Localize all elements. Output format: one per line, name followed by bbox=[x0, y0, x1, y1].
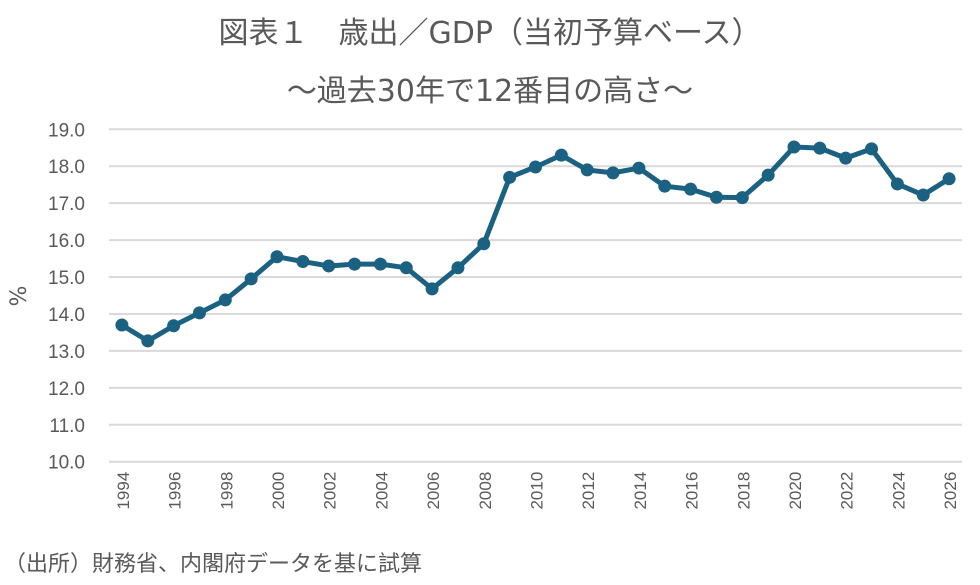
data-point bbox=[270, 250, 284, 264]
data-point bbox=[244, 272, 258, 286]
y-tick-label: 16.0 bbox=[48, 231, 85, 252]
data-point bbox=[942, 172, 956, 186]
data-point bbox=[890, 177, 904, 191]
data-point bbox=[322, 259, 336, 273]
x-tick-label: 2008 bbox=[476, 472, 495, 510]
source-note: （出所）財務省、内閣府データを基に試算 bbox=[4, 552, 423, 577]
x-tick-label: 2014 bbox=[631, 472, 650, 510]
data-point bbox=[529, 160, 542, 174]
data-point bbox=[348, 257, 362, 271]
data-point bbox=[399, 261, 413, 275]
data-point bbox=[477, 237, 491, 251]
data-point bbox=[580, 163, 594, 177]
data-point bbox=[503, 170, 517, 184]
data-point bbox=[606, 166, 620, 180]
chart-title: 図表１ 歳出／GDP（当初予算ベース） bbox=[218, 16, 762, 51]
y-tick-label: 17.0 bbox=[48, 194, 85, 215]
data-point bbox=[218, 293, 232, 307]
y-tick-label: 15.0 bbox=[48, 268, 85, 289]
data-point bbox=[192, 306, 206, 320]
y-tick-label: 10.0 bbox=[48, 453, 85, 474]
series-line bbox=[120, 144, 951, 344]
data-point bbox=[787, 140, 801, 154]
y-tick-label: 12.0 bbox=[48, 379, 85, 400]
x-tick-label: 2020 bbox=[786, 472, 805, 510]
data-point bbox=[658, 179, 672, 193]
x-tick-label: 2016 bbox=[683, 472, 702, 510]
data-point bbox=[865, 142, 879, 156]
data-point bbox=[141, 334, 155, 348]
data-point bbox=[554, 148, 568, 162]
x-tick-label: 2018 bbox=[734, 472, 753, 510]
x-tick-label: 2006 bbox=[424, 472, 443, 510]
y-tick-label: 19.0 bbox=[48, 120, 85, 141]
data-point bbox=[425, 282, 439, 296]
x-tick-label: 2004 bbox=[372, 472, 391, 510]
y-tick-label: 13.0 bbox=[48, 342, 85, 363]
data-point bbox=[373, 257, 387, 271]
x-tick-label: 2026 bbox=[941, 472, 960, 510]
x-tick-label: 1994 bbox=[114, 472, 133, 510]
x-tick-label: 2000 bbox=[269, 472, 288, 510]
y-tick-label: 18.0 bbox=[48, 157, 85, 178]
y-tick-label: 11.0 bbox=[49, 416, 85, 437]
data-point bbox=[735, 191, 749, 205]
y-axis-label: % bbox=[7, 286, 32, 307]
data-point bbox=[916, 188, 930, 202]
x-tick-label: 1998 bbox=[217, 472, 236, 510]
data-point bbox=[115, 318, 129, 332]
data-point bbox=[167, 319, 181, 333]
data-point bbox=[709, 190, 723, 204]
x-tick-label: 1996 bbox=[166, 472, 185, 510]
x-tick-label: 2022 bbox=[838, 472, 857, 510]
data-point bbox=[839, 151, 853, 165]
data-point bbox=[632, 161, 646, 175]
chart-subtitle: ～過去30年で12番目の高さ～ bbox=[286, 74, 694, 109]
y-tick-label: 14.0 bbox=[48, 305, 85, 326]
data-point bbox=[451, 261, 465, 275]
data-point bbox=[813, 141, 827, 155]
data-point bbox=[684, 182, 698, 196]
x-tick-label: 2010 bbox=[528, 472, 547, 510]
data-point bbox=[296, 255, 310, 269]
x-tick-label: 2002 bbox=[321, 472, 340, 510]
x-tick-label: 2012 bbox=[579, 472, 598, 510]
data-point bbox=[761, 168, 775, 182]
x-tick-label: 2024 bbox=[889, 472, 908, 510]
